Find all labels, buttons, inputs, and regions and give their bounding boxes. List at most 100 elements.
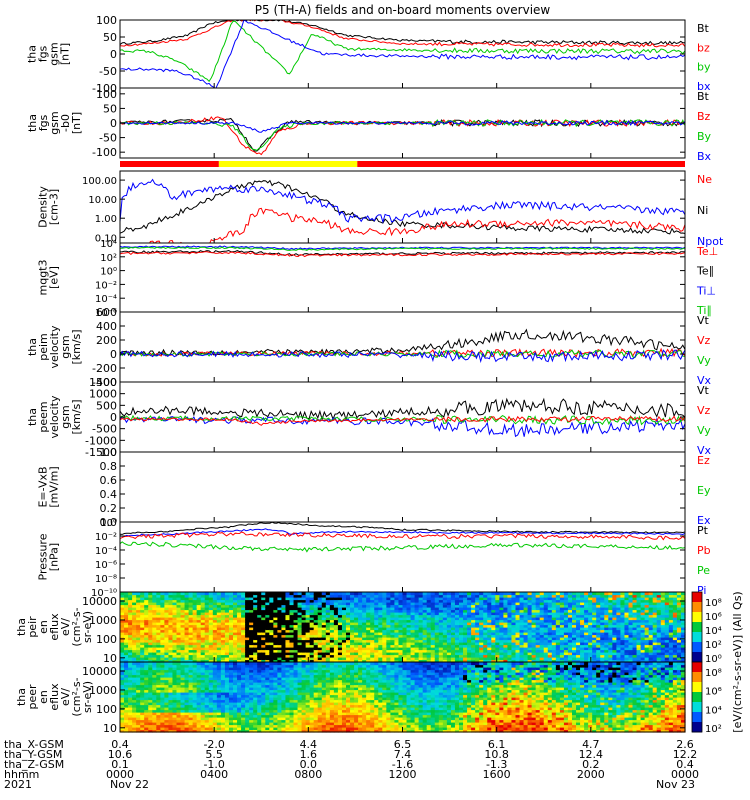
spectrogram-cell <box>543 602 549 606</box>
spectrogram-cell <box>200 664 206 668</box>
spectrogram-cell <box>414 644 420 648</box>
spectrogram-cell <box>321 599 327 603</box>
spectrogram-cell <box>656 659 662 663</box>
spectrogram-cell <box>241 649 246 653</box>
spectrogram-cell <box>269 634 274 638</box>
spectrogram-cell <box>471 629 476 633</box>
spectrogram-cell <box>636 612 642 616</box>
spectrogram-cell <box>410 607 416 611</box>
spectrogram-cell <box>640 649 646 653</box>
spectrogram-cell <box>596 652 601 656</box>
y-tick-label: 10000 <box>82 595 117 608</box>
spectrogram-cell <box>293 597 299 601</box>
spectrogram-cell <box>317 609 323 613</box>
spectrogram-cell <box>616 617 622 621</box>
spectrogram-cell <box>539 629 545 633</box>
spectrogram-cell <box>269 622 274 626</box>
spectrogram-cell <box>257 657 262 661</box>
spectrogram-cell <box>576 659 581 663</box>
spectrogram-cell <box>188 624 194 628</box>
spectrogram-cell <box>317 597 323 601</box>
spectrogram-cell <box>442 622 448 626</box>
spectrogram-cell <box>608 659 613 663</box>
spectrogram-cell <box>148 647 153 651</box>
spectrogram-cell <box>507 637 513 641</box>
spectrogram-cell <box>580 654 585 658</box>
spectrogram-cell <box>620 649 626 653</box>
spectrogram-cell <box>479 624 484 628</box>
spectrogram-cell <box>184 659 190 663</box>
spectrogram-cell <box>430 644 436 648</box>
spectrogram-cell <box>463 607 468 611</box>
spectrogram-cell <box>176 699 182 703</box>
spectrogram-cell <box>672 632 678 636</box>
spectrogram-cell <box>434 609 440 613</box>
spectrogram-cell <box>297 639 303 643</box>
spectrogram-cell <box>273 627 278 631</box>
spectrogram-cell <box>592 592 597 596</box>
spectrogram-cell <box>483 634 488 638</box>
spectrogram-cell <box>337 592 343 596</box>
spectrogram-cell <box>208 694 214 698</box>
spectrogram-cell <box>196 619 202 623</box>
spectrogram-cell <box>168 597 174 601</box>
spectrogram-cell <box>124 657 129 661</box>
spectrogram-cell <box>664 649 670 653</box>
spectrogram-cell <box>321 622 327 626</box>
spectrogram-cell <box>454 619 460 623</box>
spectrogram-cell <box>277 627 283 631</box>
spectrogram-cell <box>341 644 347 648</box>
spectrogram-cell <box>620 614 626 618</box>
spectrogram-cell <box>249 617 254 621</box>
spectrogram-cell <box>588 597 593 601</box>
spectrogram-cell <box>249 647 254 651</box>
spectrogram-cell <box>184 612 190 616</box>
spectrogram-cell <box>192 629 198 633</box>
spectrogram-cell <box>184 617 190 621</box>
spectrogram-cell <box>156 672 161 676</box>
spectrogram-cell <box>515 594 521 598</box>
spectrogram-cell <box>228 592 234 596</box>
spectrogram-cell <box>471 644 476 648</box>
spectrogram-cell <box>402 594 408 598</box>
spectrogram-cell <box>160 632 165 636</box>
spectrogram-cell <box>612 659 617 663</box>
spectrogram-cell <box>604 657 609 661</box>
spectrogram-cell <box>572 652 577 656</box>
spectrogram-cell <box>152 644 157 648</box>
spectrogram-cell <box>216 654 222 658</box>
spectrogram-cell <box>188 662 194 666</box>
spectrogram-cell <box>144 707 149 711</box>
spectrogram-cell <box>644 639 650 643</box>
spectrogram-cell <box>418 642 424 646</box>
spectrogram-cell <box>519 599 525 603</box>
legend-entry: Pi <box>697 584 706 597</box>
spectrogram-cell <box>430 627 436 631</box>
spectrogram-cell <box>144 679 149 683</box>
spectrogram-cell <box>305 612 311 616</box>
spectrogram-cell <box>632 639 638 643</box>
spectrogram-cell <box>245 629 250 633</box>
spectrogram-cell <box>148 672 153 676</box>
spectrogram-cell <box>196 727 202 731</box>
spectrogram-cell <box>160 704 165 708</box>
spectrogram-cell <box>136 702 141 706</box>
spectrogram-cell <box>329 637 335 641</box>
spectrogram-cell <box>580 634 585 638</box>
spectrogram-cell <box>152 719 157 723</box>
spectrogram-cell <box>168 654 174 658</box>
spectrogram-cell <box>152 722 157 726</box>
spectrogram-cell <box>660 639 666 643</box>
spectrogram-cell <box>124 704 129 708</box>
spectrogram-cell <box>475 612 480 616</box>
y-tick-label: 0.6 <box>100 474 118 487</box>
spectrogram-cell <box>156 677 161 681</box>
spectrogram-cell <box>124 672 129 676</box>
spectrogram-cell <box>212 642 218 646</box>
spectrogram-cell <box>132 727 137 731</box>
spectrogram-cell <box>160 602 165 606</box>
spectrogram-cell <box>249 634 254 638</box>
spectrogram-cell <box>346 632 351 636</box>
spectrogram-cell <box>487 592 492 596</box>
spectrogram-cell <box>172 724 178 728</box>
